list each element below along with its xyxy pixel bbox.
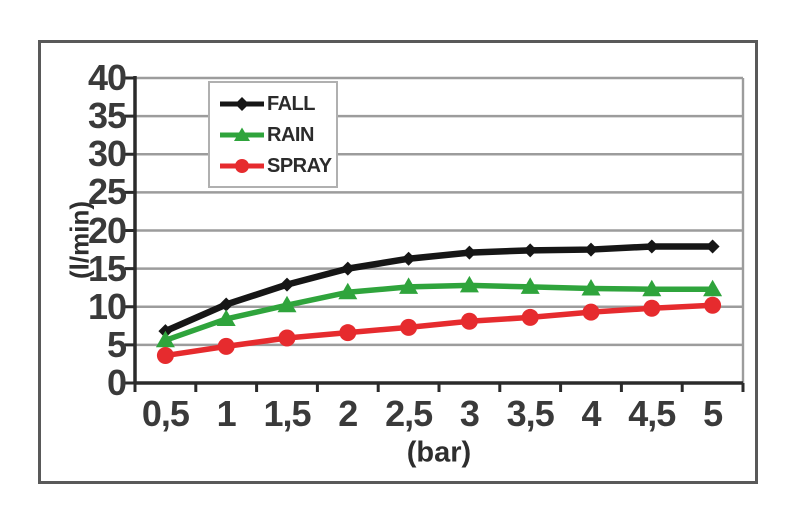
legend-item-rain: RAIN [219, 125, 332, 145]
data-point-marker [278, 329, 296, 347]
data-point-marker [340, 261, 355, 276]
data-point-marker [339, 324, 357, 342]
legend-marker [234, 127, 250, 141]
legend-label-rain: RAIN [267, 123, 314, 146]
series-line-spray [162, 302, 716, 359]
data-point-marker [523, 243, 538, 258]
data-point-marker [642, 279, 662, 297]
data-point-marker [216, 309, 236, 326]
data-point-marker [280, 277, 294, 292]
data-point-marker [520, 277, 540, 294]
data-point-marker [219, 297, 234, 312]
data-point-marker [400, 318, 418, 336]
data-point-marker [581, 278, 601, 296]
data-point-marker [644, 239, 659, 254]
data-point-marker [704, 296, 722, 314]
data-point-marker [521, 308, 539, 326]
data-point-marker [459, 275, 479, 293]
data-point-marker [277, 295, 297, 313]
rain-line-marker-icon [220, 127, 264, 141]
data-point-marker [705, 239, 720, 254]
data-point-marker [155, 330, 175, 348]
legend-item-fall: FALL [219, 94, 332, 114]
legend-marker [235, 158, 249, 173]
data-point-marker [156, 347, 174, 365]
fall-line-marker-icon [220, 96, 264, 111]
data-point-marker [460, 312, 478, 330]
series-line-fall [162, 243, 716, 335]
legend-label-fall: FALL [267, 92, 316, 115]
data-point-marker [582, 303, 600, 321]
data-point-marker [643, 299, 661, 317]
data-point-marker [401, 251, 416, 266]
series-line-rain [162, 282, 716, 344]
spray-line-marker-icon [220, 158, 264, 173]
legend: FALL RAIN SPRAY [208, 81, 338, 188]
data-point-marker [338, 282, 358, 300]
data-point-marker [584, 242, 598, 257]
y-axis-title: (l/min) [64, 201, 95, 279]
data-point-marker [462, 245, 477, 260]
legend-marker [235, 96, 249, 111]
data-point-marker [217, 337, 235, 355]
x-axis-title: (bar) [406, 436, 472, 469]
data-point-marker [703, 279, 723, 297]
legend-label-spray: SPRAY [267, 154, 332, 177]
data-point-marker [399, 277, 419, 294]
legend-item-spray: SPRAY [219, 156, 332, 176]
